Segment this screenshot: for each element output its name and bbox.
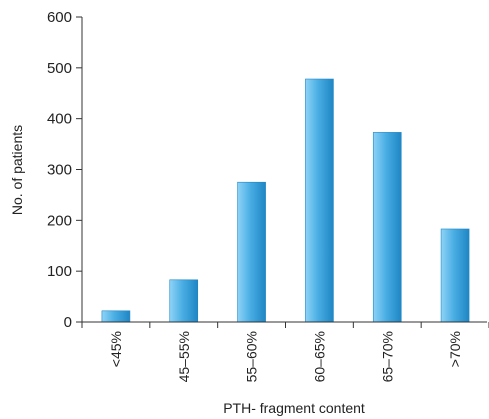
y-tick-label-4: 400 xyxy=(47,111,72,128)
x-tick-label-0: <45% xyxy=(108,331,124,367)
labels-group: 0 100 200 300 400 500 600 <45% 45–55% 55–60% 60–65… xyxy=(47,9,463,382)
x-tick-label-3: 60–65% xyxy=(311,331,327,382)
bars-group xyxy=(101,78,470,323)
x-tick-label-4: 65–70% xyxy=(379,331,395,382)
bar-3 xyxy=(305,78,334,323)
bar-4 xyxy=(372,132,402,323)
y-tick-label-6: 600 xyxy=(47,9,72,26)
axes-group xyxy=(76,16,489,328)
x-axis-title: PTH- fragment content xyxy=(223,400,365,416)
bar-0 xyxy=(101,310,131,323)
y-tick-label-5: 500 xyxy=(47,60,72,77)
bar-1 xyxy=(169,279,199,323)
bar-2 xyxy=(237,181,266,323)
y-tick-label-1: 100 xyxy=(47,263,72,280)
y-tick-label-3: 300 xyxy=(47,162,72,179)
x-tick-label-1: 45–55% xyxy=(176,331,192,382)
x-tick-label-5: >70% xyxy=(447,331,463,367)
y-axis-title: No. of patients xyxy=(9,125,25,215)
y-tick-label-2: 200 xyxy=(47,212,72,229)
x-tick-label-2: 55–60% xyxy=(244,331,260,382)
y-tick-label-0: 0 xyxy=(64,314,72,331)
bar-5 xyxy=(440,228,470,323)
